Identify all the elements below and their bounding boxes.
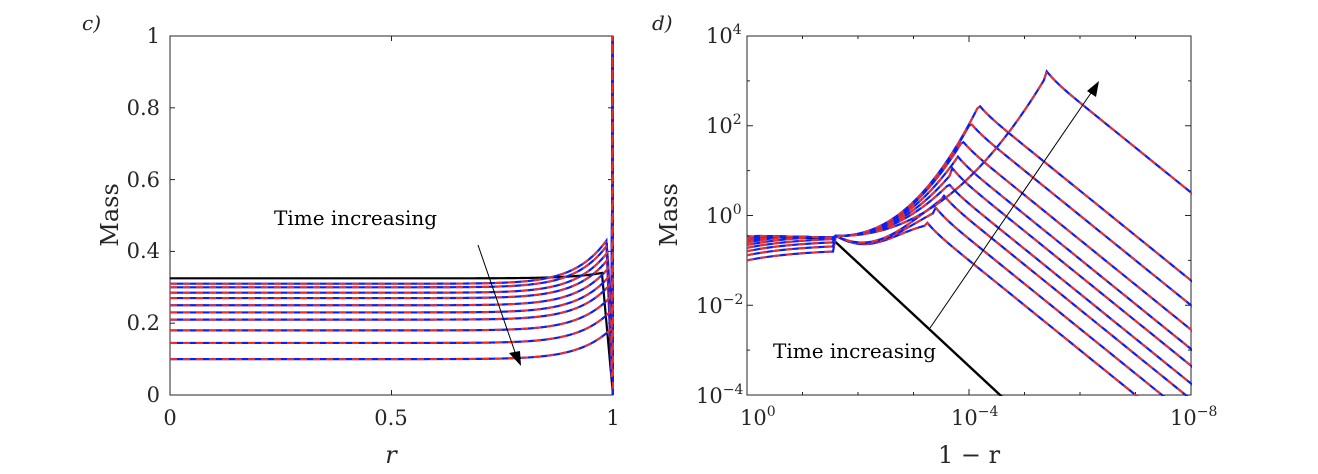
d-ytick-label-2: 100 [706, 202, 742, 228]
chart-d: d) 100 10−4 10−8 10−4 10−2 100 102 104 [652, 11, 1217, 469]
svg-text:102: 102 [706, 112, 742, 138]
d-xtick-label-1: 10−4 [951, 404, 998, 430]
d-ytick-label-4: 104 [706, 22, 742, 48]
d-xtick-label-2: 10−8 [1170, 404, 1217, 430]
d-series-red-dashed-8 [747, 105, 1192, 283]
c-ytick-label-3: 0.6 [127, 168, 160, 192]
d-series-red-dashed-9 [747, 69, 1192, 239]
d-series-red-dashed-6 [747, 140, 1192, 332]
d-series-blue-8 [747, 104, 1192, 283]
c-series-red-dashed-4 [170, 36, 614, 396]
c-ytick-label-2: 0.4 [127, 239, 160, 263]
c-ytick-label-5: 1 [147, 24, 160, 48]
c-ytick-label-0: 0 [147, 383, 160, 407]
svg-text:10−8: 10−8 [1170, 404, 1217, 430]
svg-text:104: 104 [706, 22, 742, 48]
c-ylabel: Mass [96, 183, 124, 247]
d-series-blue-4 [747, 166, 1192, 368]
c-ytick-label-4: 0.8 [127, 96, 160, 120]
svg-text:10−4: 10−4 [951, 404, 998, 430]
panel-label-d: d) [652, 11, 673, 35]
c-xlabel: r [385, 441, 398, 469]
c-series-red-dashed-1 [170, 36, 614, 396]
d-series-blue-9 [747, 69, 1192, 239]
curves-c [170, 36, 614, 396]
svg-text:100: 100 [706, 202, 742, 228]
c-series-red-dashed-5 [170, 36, 614, 396]
c-annotation: Time increasing [274, 206, 437, 230]
c-annotation-arrowhead [509, 351, 521, 366]
d-ylabel: Mass [655, 183, 683, 247]
d-series-red-dashed-4 [747, 166, 1192, 368]
chart-c: c) 0 0.5 1 0 0.2 0.4 0.6 0.8 1 r Mass Ti… [82, 11, 620, 469]
d-series-red-dashed-3 [747, 183, 1192, 386]
c-series-red-dashed-6 [170, 36, 614, 396]
d-annotation: Time increasing [773, 339, 936, 363]
svg-text:100: 100 [740, 404, 776, 430]
svg-text:10−4: 10−4 [696, 382, 743, 408]
c-xtick-label-2: 1 [606, 406, 619, 430]
c-xtick-label-0: 0 [163, 406, 176, 430]
d-xtick-label-0: 100 [740, 404, 776, 430]
d-ytick-label-0: 10−4 [696, 382, 743, 408]
d-ytick-label-1: 10−2 [696, 292, 743, 318]
c-series-blue-9 [170, 36, 614, 396]
c-annotation-arrow [477, 244, 518, 359]
ticks-d [746, 35, 1192, 396]
d-annotation-arrow [929, 89, 1094, 329]
d-series-blue-2 [747, 193, 1189, 396]
c-series-red-dashed-7 [170, 36, 614, 396]
d-ytick-label-3: 102 [706, 112, 742, 138]
c-ytick-label-1: 0.2 [127, 311, 160, 335]
c-series-black [170, 271, 614, 396]
c-series-red-dashed-0 [170, 36, 614, 396]
panel-label-c: c) [82, 11, 101, 35]
d-series-blue-0 [747, 221, 1139, 396]
d-xlabel: 1 − r [938, 441, 1001, 469]
svg-text:10−2: 10−2 [696, 292, 743, 318]
d-series-blue-7 [747, 123, 1192, 308]
d-series-red-dashed-7 [747, 123, 1192, 308]
d-series-red-dashed-1 [747, 205, 1165, 396]
c-series-red-dashed-2 [170, 36, 614, 396]
curves-d [747, 69, 1192, 396]
d-series-red-dashed-2 [747, 194, 1189, 396]
c-xtick-label-1: 0.5 [374, 406, 407, 430]
d-annotation-arrowhead [1087, 81, 1099, 97]
c-series-red-dashed-3 [170, 36, 614, 396]
c-series-red-dashed-8 [170, 36, 614, 396]
